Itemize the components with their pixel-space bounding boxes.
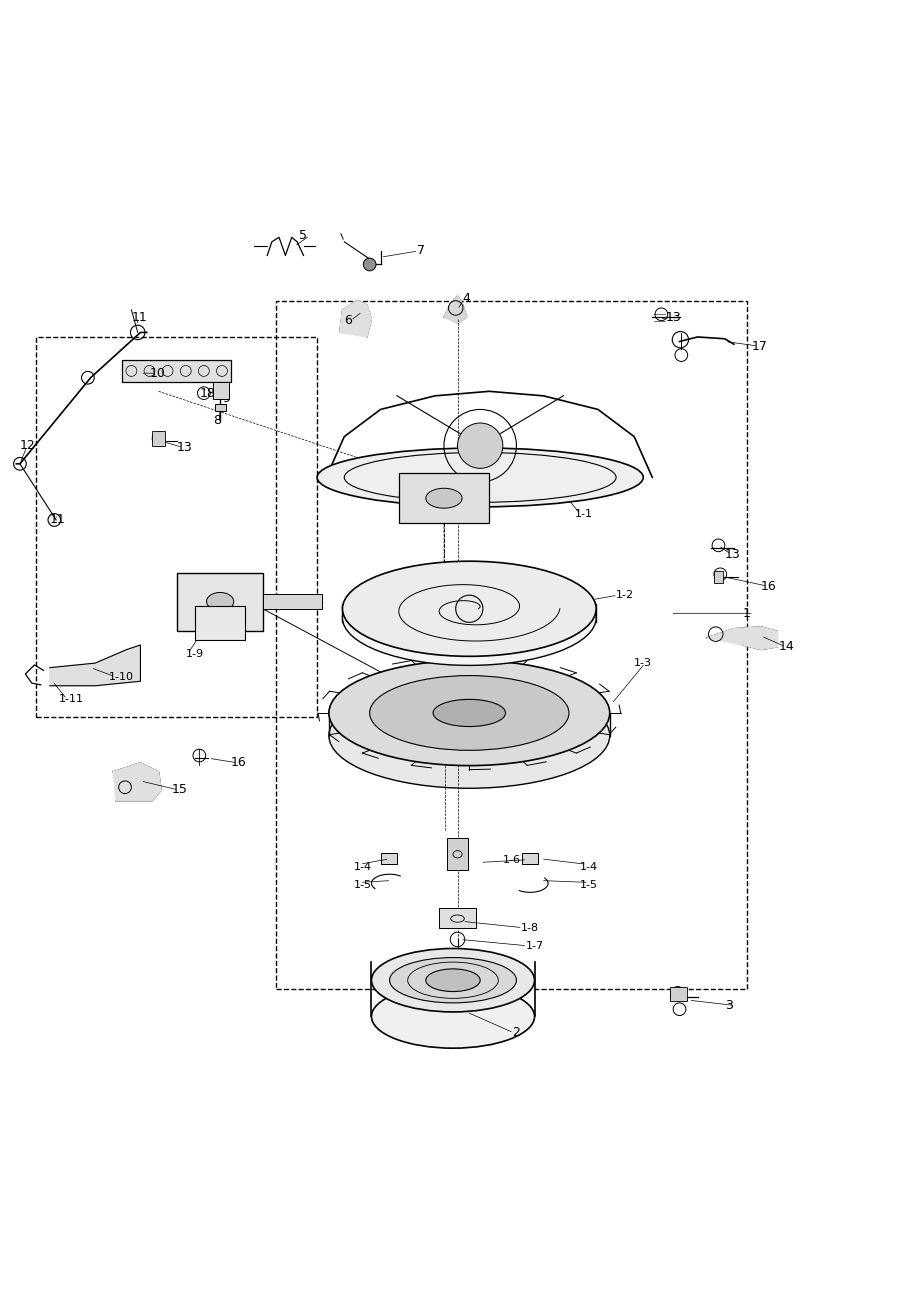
Text: 16: 16 bbox=[231, 756, 246, 769]
Bar bbox=[276, 301, 747, 989]
Ellipse shape bbox=[370, 676, 569, 751]
Bar bbox=[152, 431, 165, 445]
Text: 1-4: 1-4 bbox=[353, 862, 371, 872]
Text: 1-1: 1-1 bbox=[575, 508, 593, 519]
Text: 1-2: 1-2 bbox=[616, 590, 634, 600]
Bar bbox=[195, 606, 245, 640]
Circle shape bbox=[363, 258, 376, 271]
Text: 1-9: 1-9 bbox=[186, 649, 204, 659]
Bar bbox=[447, 838, 468, 869]
Polygon shape bbox=[50, 645, 140, 686]
Text: 1-7: 1-7 bbox=[525, 940, 544, 951]
Text: 5: 5 bbox=[299, 230, 307, 243]
Bar bbox=[439, 908, 476, 928]
Bar bbox=[399, 473, 489, 522]
Bar bbox=[213, 382, 229, 399]
Polygon shape bbox=[444, 297, 467, 324]
Text: 16: 16 bbox=[761, 579, 776, 592]
Text: 1-3: 1-3 bbox=[634, 658, 652, 668]
Ellipse shape bbox=[426, 969, 480, 992]
Text: 10: 10 bbox=[149, 366, 166, 379]
Circle shape bbox=[458, 423, 503, 468]
Bar bbox=[714, 570, 723, 583]
Text: 13: 13 bbox=[725, 548, 740, 561]
Ellipse shape bbox=[433, 699, 506, 726]
Text: 3: 3 bbox=[725, 998, 733, 1013]
Text: 14: 14 bbox=[779, 640, 795, 653]
Text: 1: 1 bbox=[743, 606, 751, 619]
Text: 11: 11 bbox=[50, 513, 65, 526]
Text: 1-5: 1-5 bbox=[580, 880, 598, 890]
Text: 1-8: 1-8 bbox=[521, 922, 539, 933]
Ellipse shape bbox=[371, 984, 535, 1049]
Ellipse shape bbox=[426, 488, 462, 508]
Text: 7: 7 bbox=[417, 244, 425, 258]
Text: 12: 12 bbox=[20, 439, 35, 453]
Text: 1-10: 1-10 bbox=[109, 672, 134, 681]
Text: 8: 8 bbox=[213, 414, 221, 427]
Ellipse shape bbox=[390, 957, 516, 1002]
Bar bbox=[263, 595, 322, 609]
Ellipse shape bbox=[371, 948, 535, 1011]
Text: 1-4: 1-4 bbox=[580, 862, 598, 872]
Ellipse shape bbox=[317, 448, 643, 507]
Ellipse shape bbox=[342, 570, 596, 666]
Polygon shape bbox=[707, 627, 777, 650]
Text: 13: 13 bbox=[177, 441, 192, 454]
Ellipse shape bbox=[342, 561, 596, 657]
Text: 13: 13 bbox=[666, 311, 681, 324]
Text: 11: 11 bbox=[131, 311, 147, 324]
Text: 1-5: 1-5 bbox=[353, 880, 371, 890]
Text: 1-11: 1-11 bbox=[59, 694, 84, 704]
Text: 2: 2 bbox=[512, 1027, 520, 1040]
Ellipse shape bbox=[329, 682, 610, 788]
Ellipse shape bbox=[329, 660, 610, 765]
Polygon shape bbox=[113, 762, 161, 801]
Text: 9: 9 bbox=[222, 392, 230, 405]
Text: 1-6: 1-6 bbox=[503, 855, 521, 864]
Polygon shape bbox=[340, 301, 371, 337]
Bar bbox=[381, 854, 397, 864]
Text: 1-12: 1-12 bbox=[213, 631, 238, 641]
Bar bbox=[670, 987, 687, 1001]
Bar bbox=[177, 573, 263, 631]
Text: 17: 17 bbox=[752, 339, 768, 352]
Text: 15: 15 bbox=[172, 783, 188, 796]
Text: 4: 4 bbox=[462, 293, 470, 306]
Text: 18: 18 bbox=[199, 387, 216, 400]
Bar bbox=[122, 360, 231, 382]
Bar bbox=[36, 337, 317, 717]
Ellipse shape bbox=[207, 592, 234, 610]
Bar bbox=[522, 854, 538, 864]
Bar bbox=[215, 404, 226, 412]
Text: 6: 6 bbox=[344, 315, 352, 328]
